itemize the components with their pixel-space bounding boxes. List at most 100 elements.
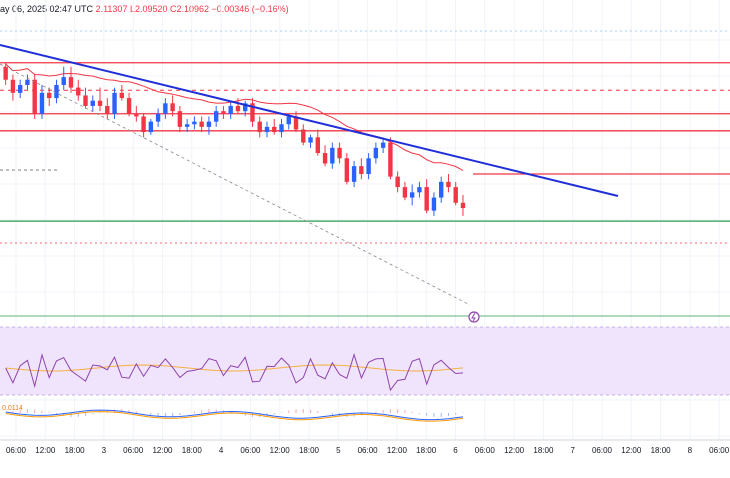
- rsi-background: [0, 327, 730, 395]
- candle-body: [3, 66, 8, 80]
- candle-body: [279, 124, 284, 133]
- x-tick-label: 06:00: [475, 446, 496, 455]
- candle-body: [359, 166, 364, 174]
- candle-body: [170, 103, 175, 112]
- x-tick-label: 18:00: [533, 446, 554, 455]
- candle-body: [206, 121, 212, 127]
- candle-body: [76, 87, 81, 96]
- x-tick-label: 18:00: [651, 446, 672, 455]
- candle-body: [177, 111, 183, 127]
- candle-body: [460, 202, 466, 209]
- candle-body: [90, 100, 95, 106]
- x-tick-label: 18:00: [299, 446, 320, 455]
- candle-body: [155, 113, 161, 122]
- x-axis: 06:00 12:00 18:00 3 06:00 12:00 18:00 4 06:00 12:…: [0, 439, 730, 455]
- candle-body: [315, 137, 320, 154]
- candle-body: [431, 197, 437, 211]
- bearish-trendline: [0, 44, 619, 197]
- x-tick-label: 12:00: [504, 446, 525, 455]
- candle-body: [39, 92, 45, 114]
- candle-body: [68, 77, 74, 88]
- x-tick-label: 3: [102, 446, 107, 455]
- candle-body: [112, 92, 117, 114]
- candle-body: [184, 124, 190, 127]
- candle-body: [235, 105, 241, 112]
- candle-body: [453, 187, 458, 203]
- x-tick-label: 8: [688, 446, 693, 455]
- candle-body: [213, 111, 219, 122]
- candle-body: [126, 98, 132, 114]
- x-tick-label: 12:00: [387, 446, 408, 455]
- candle-body: [199, 121, 204, 127]
- candle-body: [286, 116, 291, 125]
- candle-body: [388, 142, 393, 177]
- bolt-icon: [471, 312, 476, 322]
- alert-marker[interactable]: [468, 311, 480, 323]
- x-tick-label: 06:00: [592, 446, 613, 455]
- candle-body: [344, 158, 350, 182]
- x-tick-label: 06:00: [240, 446, 261, 455]
- candle-body: [351, 166, 357, 182]
- candle-body: [228, 105, 233, 114]
- alert-icon: [468, 311, 480, 323]
- candle-body: [439, 181, 444, 198]
- horizontal-levels: [0, 62, 730, 317]
- candle-body: [257, 121, 262, 133]
- x-tick-label: 12:00: [621, 446, 642, 455]
- x-tick-label: 18:00: [65, 446, 86, 455]
- x-tick-label: 12:00: [35, 446, 56, 455]
- x-tick-label: 06:00: [123, 446, 144, 455]
- candle-body: [337, 147, 342, 159]
- candle-body: [250, 103, 255, 122]
- x-tick-label: 7: [570, 446, 575, 455]
- candle-body: [97, 100, 103, 106]
- candle-body: [134, 113, 139, 117]
- x-tick-label: 6: [453, 446, 458, 455]
- candle-body: [380, 142, 386, 148]
- candle-body: [61, 77, 66, 85]
- rsi-line: [5, 353, 464, 392]
- x-tick-label: 18:00: [416, 446, 437, 455]
- candle-body: [308, 137, 313, 143]
- x-tick-label: 4: [219, 446, 224, 455]
- rsi-ma: [5, 364, 464, 372]
- x-tick-label: 18:00: [182, 446, 203, 455]
- candle-body: [119, 92, 125, 99]
- candle-body: [330, 147, 335, 164]
- candle-body: [293, 116, 299, 130]
- candle-body: [148, 121, 154, 133]
- candle-body: [105, 105, 110, 114]
- macd-signal: [5, 411, 464, 422]
- header-date: ay 06, 2025 02:47 UTC: [0, 4, 94, 14]
- candle-body: [83, 95, 88, 106]
- candle-body: [141, 116, 146, 133]
- macd-line: [5, 409, 464, 421]
- candle-body: [395, 176, 400, 188]
- x-tick-label: 06:00: [358, 446, 379, 455]
- candle-body: [17, 84, 23, 93]
- candle-body: [272, 126, 277, 133]
- candle-body: [424, 187, 429, 211]
- candle-body: [47, 92, 52, 99]
- candle-body: [192, 121, 197, 125]
- candle-body: [32, 79, 37, 114]
- x-tick-label: 12:00: [152, 446, 173, 455]
- channel-line: [0, 63, 471, 306]
- indicator-label: 0.0114: [2, 405, 23, 412]
- x-tick-label: 06:00: [6, 446, 27, 455]
- macd-pane: 0.0114: [2, 405, 464, 422]
- candles[interactable]: [3, 62, 466, 216]
- rsi-pane: [0, 326, 730, 396]
- x-tick-label: 06:00: [709, 446, 730, 455]
- candle-body: [409, 192, 415, 198]
- candle-body: [221, 111, 226, 114]
- candle-body: [163, 103, 168, 114]
- candle-body: [446, 181, 451, 188]
- candle-body: [373, 147, 379, 159]
- candle-body: [301, 129, 306, 143]
- x-tick-label: 5: [336, 446, 341, 455]
- candle-body: [417, 187, 422, 193]
- candle-body: [264, 126, 270, 133]
- candle-body: [402, 187, 408, 198]
